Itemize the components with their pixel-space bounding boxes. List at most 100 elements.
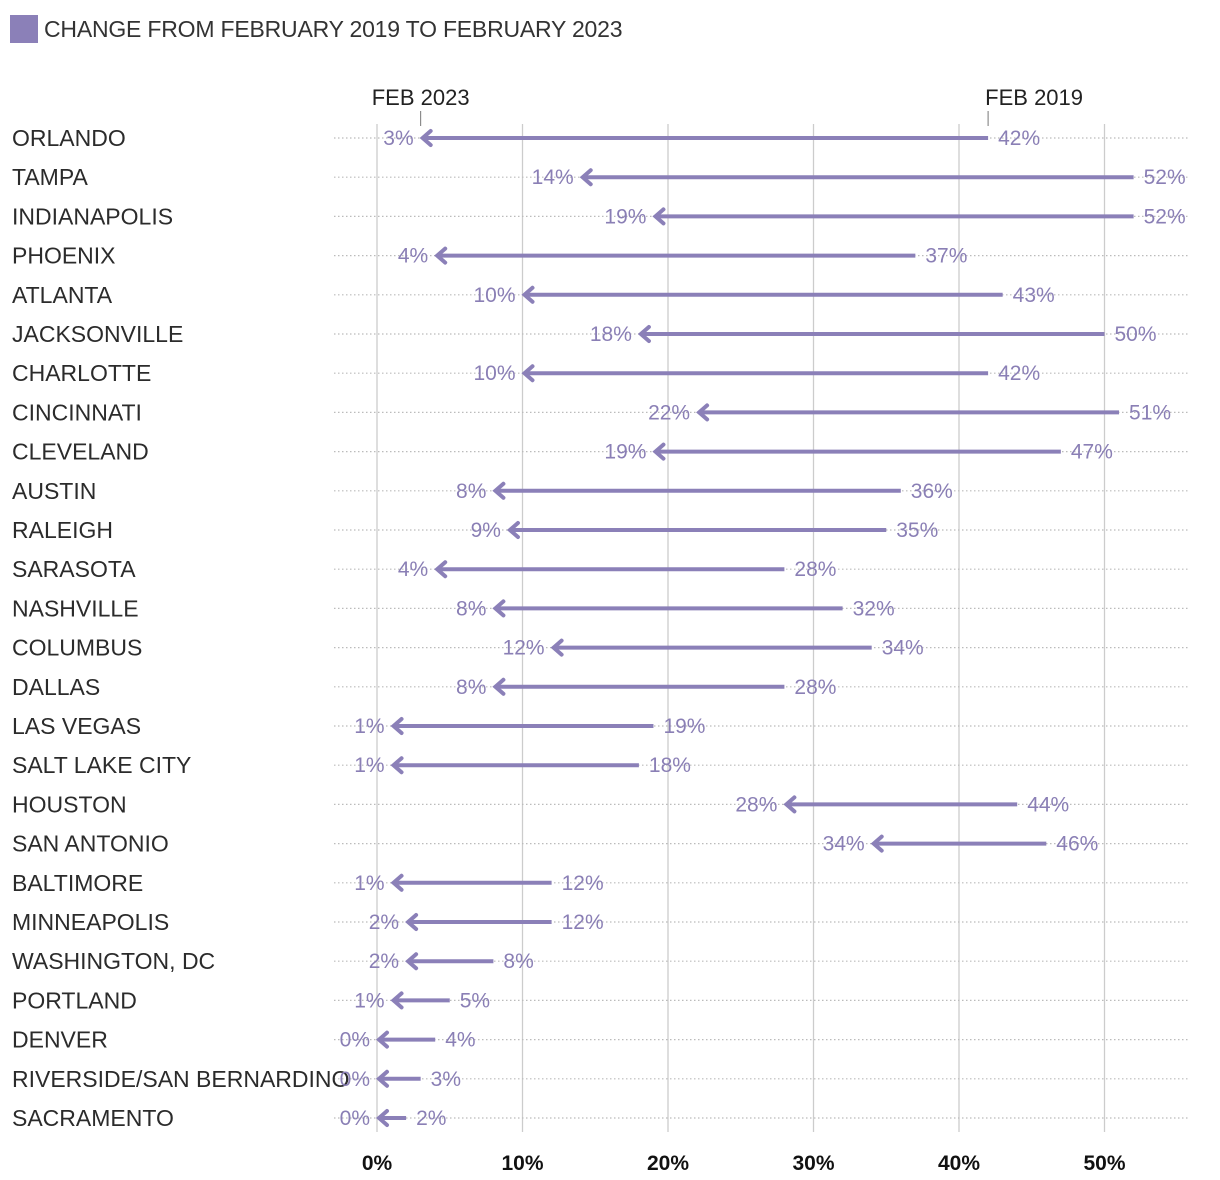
city-label: WASHINGTON, DC bbox=[12, 948, 215, 974]
arrow-head bbox=[637, 325, 651, 343]
feb2019-value-label: 42% bbox=[998, 127, 1040, 150]
city-label: RIVERSIDE/SAN BERNARDINO bbox=[12, 1066, 349, 1092]
feb2023-value-label: 28% bbox=[735, 793, 777, 816]
city-label: CLEVELAND bbox=[12, 439, 149, 465]
feb2023-value-label: 4% bbox=[398, 558, 428, 581]
feb2019-value-label: 8% bbox=[503, 950, 533, 973]
arrow-head bbox=[652, 207, 666, 226]
chart-row: SACRAMENTO 0% 2% bbox=[12, 1105, 1190, 1131]
city-label: SALT LAKE CITY bbox=[12, 752, 191, 778]
feb2023-value-label: 10% bbox=[473, 362, 515, 385]
chart-row: SAN ANTONIO 34% 46% bbox=[12, 831, 1190, 857]
chart-row: ATLANTA 10% 43% bbox=[12, 282, 1190, 308]
arrow-head bbox=[375, 1109, 389, 1127]
city-label: DENVER bbox=[12, 1027, 108, 1053]
feb2019-value-label: 34% bbox=[882, 637, 924, 660]
chart-row: BALTIMORE 1% 12% bbox=[12, 870, 1190, 896]
city-label: CINCINNATI bbox=[12, 399, 142, 425]
feb2019-value-label: 28% bbox=[794, 558, 836, 581]
feb2019-value-label: 19% bbox=[663, 715, 705, 738]
city-label: INDIANAPOLIS bbox=[12, 203, 173, 229]
feb2019-value-label: 36% bbox=[911, 480, 953, 503]
chart-row: TAMPA 14% 52% bbox=[12, 164, 1190, 190]
feb2023-value-label: 12% bbox=[503, 637, 545, 660]
city-label: NASHVILLE bbox=[12, 595, 139, 621]
city-label: SAN ANTONIO bbox=[12, 831, 169, 857]
chart-row: LAS VEGAS 1% 19% bbox=[12, 713, 1190, 739]
feb2023-value-label: 0% bbox=[340, 1107, 370, 1130]
feb2019-marker-label: FEB 2019 bbox=[985, 85, 1083, 110]
arrow-head bbox=[652, 442, 666, 461]
city-label: HOUSTON bbox=[12, 791, 127, 817]
feb2023-value-label: 22% bbox=[648, 401, 690, 424]
city-label: DALLAS bbox=[12, 674, 100, 700]
feb2019-value-label: 52% bbox=[1144, 205, 1186, 228]
x-tick-label: 40% bbox=[938, 1152, 980, 1175]
feb2019-value-label: 51% bbox=[1129, 401, 1171, 424]
city-label: CHARLOTTE bbox=[12, 360, 151, 386]
arrow-head bbox=[506, 521, 520, 539]
arrow-head bbox=[550, 638, 564, 657]
chart-row: ORLANDO 3% 42% bbox=[12, 125, 1190, 151]
arrow-head bbox=[405, 952, 419, 971]
city-label: COLUMBUS bbox=[12, 635, 142, 661]
city-label: TAMPA bbox=[12, 164, 88, 190]
feb2023-value-label: 19% bbox=[604, 441, 646, 464]
feb2023-value-label: 19% bbox=[604, 205, 646, 228]
arrow-head bbox=[375, 1030, 389, 1049]
city-label: JACKSONVILLE bbox=[12, 321, 183, 347]
feb2023-value-label: 14% bbox=[532, 166, 574, 189]
chart-row: PORTLAND 1% 5% bbox=[12, 987, 1190, 1013]
feb2019-value-label: 50% bbox=[1115, 323, 1157, 346]
grid bbox=[376, 124, 1106, 1132]
arrow-head bbox=[521, 364, 535, 383]
chart-row: NASHVILLE 8% 32% bbox=[12, 595, 1190, 621]
feb2023-value-label: 0% bbox=[340, 1029, 370, 1052]
arrow-head bbox=[390, 873, 404, 892]
feb2019-value-label: 12% bbox=[562, 872, 604, 895]
feb2023-value-label: 18% bbox=[590, 323, 632, 346]
feb2023-value-label: 34% bbox=[823, 833, 865, 856]
feb2019-value-label: 52% bbox=[1144, 166, 1186, 189]
feb2019-value-label: 44% bbox=[1027, 793, 1069, 816]
feb2023-value-label: 1% bbox=[354, 872, 384, 895]
city-label: PORTLAND bbox=[12, 987, 137, 1013]
chart-row: CHARLOTTE 10% 42% bbox=[12, 360, 1190, 386]
chart-row: WASHINGTON, DC 2% 8% bbox=[12, 948, 1190, 974]
chart-row: CINCINNATI 22% 51% bbox=[12, 399, 1190, 425]
arrow-head bbox=[390, 756, 404, 775]
chart-row: COLUMBUS 12% 34% bbox=[12, 635, 1190, 661]
feb2019-value-label: 18% bbox=[649, 754, 691, 777]
feb2019-value-label: 3% bbox=[431, 1068, 461, 1091]
chart-row: DALLAS 8% 28% bbox=[12, 674, 1190, 700]
feb2023-value-label: 0% bbox=[340, 1068, 370, 1091]
arrow-head bbox=[434, 560, 448, 579]
feb2023-value-label: 1% bbox=[354, 989, 384, 1012]
x-tick-label: 10% bbox=[501, 1152, 543, 1175]
city-label: RALEIGH bbox=[12, 517, 113, 543]
arrow-head bbox=[390, 717, 404, 735]
x-axis: 0% 10% 20% 30% 40% 50% bbox=[362, 1152, 1126, 1175]
legend-label: CHANGE FROM FEBRUARY 2019 TO FEBRUARY 20… bbox=[44, 15, 623, 42]
arrow-head bbox=[390, 991, 404, 1010]
arrow-head bbox=[783, 795, 797, 814]
arrow-head bbox=[492, 599, 506, 618]
arrow-head bbox=[696, 403, 710, 422]
feb2023-value-label: 1% bbox=[354, 715, 384, 738]
arrow-head bbox=[434, 246, 448, 265]
feb2019-value-label: 42% bbox=[998, 362, 1040, 385]
city-label: AUSTIN bbox=[12, 478, 96, 504]
feb2023-value-label: 9% bbox=[471, 519, 501, 542]
arrow-head bbox=[521, 285, 535, 304]
arrow-head bbox=[405, 913, 419, 931]
chart-row: MINNEAPOLIS 2% 12% bbox=[12, 909, 1190, 935]
feb2019-value-label: 28% bbox=[794, 676, 836, 699]
arrow-head bbox=[492, 481, 506, 500]
chart-row: JACKSONVILLE 18% 50% bbox=[12, 321, 1190, 347]
feb2023-value-label: 10% bbox=[473, 284, 515, 307]
feb2023-marker-label: FEB 2023 bbox=[372, 85, 470, 110]
city-label: PHOENIX bbox=[12, 243, 116, 269]
legend: CHANGE FROM FEBRUARY 2019 TO FEBRUARY 20… bbox=[10, 14, 623, 44]
feb2023-value-label: 8% bbox=[456, 597, 486, 620]
